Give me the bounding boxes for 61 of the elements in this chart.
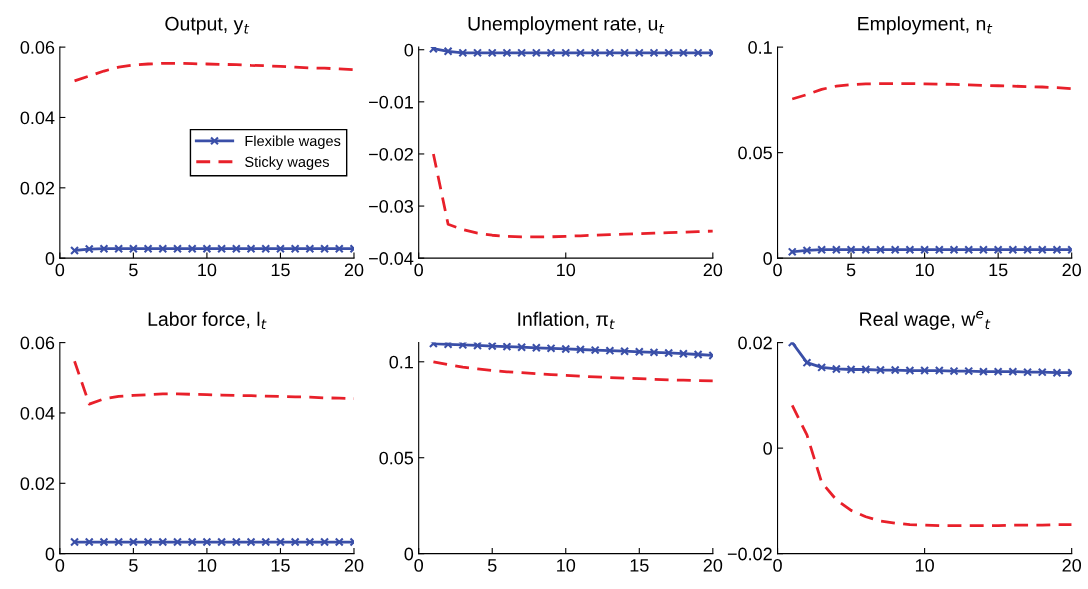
x-tick-label: 15 [989, 263, 1008, 277]
x-tick-label: 0 [55, 559, 65, 572]
y-tick-label: 0.04 [20, 406, 55, 420]
y-tick-label: 0 [404, 547, 414, 561]
x-tick-label: 0 [414, 263, 424, 277]
x-tick-label: 20 [703, 263, 723, 277]
x-tick-label: 5 [129, 559, 138, 572]
y-tick-label: 0 [45, 252, 55, 265]
chart-title: Labor force, l$_{t}$ [148, 311, 267, 330]
y-tick-label: 0.02 [738, 336, 772, 350]
x-tick-label: 10 [915, 263, 934, 277]
y-tick-label: 0 [763, 442, 772, 455]
y-tick-label: 0.05 [738, 146, 772, 160]
line-series [790, 404, 1072, 528]
line-series [432, 152, 713, 239]
y-tick-label: 0 [45, 547, 55, 561]
x-tick-label: 5 [129, 263, 138, 277]
x-tick-label: 20 [1062, 263, 1082, 277]
x-tick-label: 5 [487, 559, 497, 572]
line-series [432, 360, 713, 383]
x-tick-label: 0 [414, 559, 424, 572]
y-tick-label: 0.02 [20, 477, 55, 491]
x-tick-label: 20 [344, 559, 364, 572]
y-tick-label: 0.06 [20, 336, 55, 350]
x-tick-label: 20 [344, 263, 364, 277]
x-tick-label: 15 [271, 559, 290, 572]
x-tick-label: 20 [703, 559, 723, 572]
y-tick-label: −0.03 [369, 200, 414, 213]
x-tick-label: 5 [846, 263, 856, 277]
x-tick-label: 20 [1062, 559, 1082, 572]
y-tick-label: 0.05 [379, 451, 414, 465]
y-tick-label: 0.1 [389, 355, 413, 369]
legend-label: Flexible wages [245, 135, 341, 149]
y-tick-label: −0.02 [727, 547, 772, 561]
y-tick-label: 0.1 [748, 41, 772, 54]
x-tick-label: 0 [773, 559, 782, 572]
x-tick-label: 15 [630, 559, 649, 572]
y-tick-label: −0.04 [369, 252, 414, 265]
y-tick-label: 0.02 [20, 181, 55, 195]
chart-title: Unemployment rate, u$_{t}$ [468, 16, 665, 35]
x-tick-label: 10 [557, 263, 576, 277]
line-series [790, 82, 1072, 101]
line-series [73, 61, 354, 83]
chart-title: Employment, n$_{t}$ [858, 16, 993, 35]
x-tick-label: 0 [773, 263, 782, 277]
y-tick-label: −0.01 [369, 95, 413, 109]
y-tick-label: −0.02 [369, 147, 413, 161]
chart-title: Real wage, w$^{e}$$_{t}$ [860, 310, 991, 330]
x-tick-label: 10 [557, 559, 576, 572]
x-tick-label: 0 [55, 263, 65, 277]
chart-title: Output, y$_{t}$ [165, 16, 250, 35]
y-tick-label: 0 [763, 252, 772, 265]
y-tick-label: 0.04 [20, 111, 55, 125]
y-tick-label: 0 [404, 43, 414, 57]
y-tick-label: 0.06 [20, 41, 55, 54]
x-tick-label: 15 [271, 263, 290, 277]
legend-label: Sticky wages [245, 156, 329, 170]
x-tick-label: 10 [198, 263, 217, 277]
x-tick-label: 10 [198, 559, 217, 572]
chart-title: Inflation, π$_{t}$ [518, 311, 615, 330]
x-tick-label: 10 [915, 559, 934, 572]
